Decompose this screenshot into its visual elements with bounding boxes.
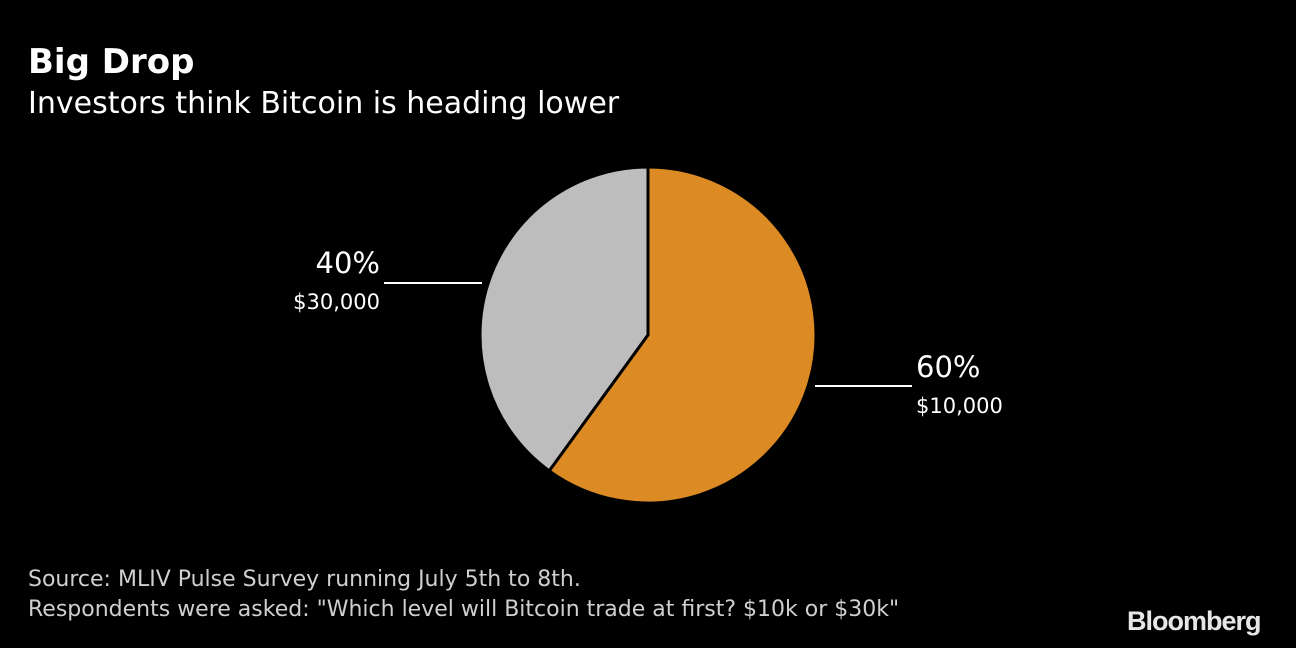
- bloomberg-logo: Bloomberg: [1127, 606, 1262, 636]
- chart-subtitle: Investors think Bitcoin is heading lower: [28, 86, 620, 121]
- slice-value-label-30000: 40%: [315, 246, 380, 280]
- slice-label-10000: $10,000: [916, 394, 1003, 418]
- pie-slice-30000: [478, 165, 650, 474]
- chart-title: Big Drop: [28, 42, 195, 82]
- pie-slice-10000: [547, 165, 818, 505]
- slice-label-30000: $30,000: [293, 290, 380, 314]
- slice-value-label-10000: 60%: [916, 350, 981, 384]
- survey-question-note: Respondents were asked: "Which level wil…: [28, 597, 900, 622]
- source-note: Source: MLIV Pulse Survey running July 5…: [28, 567, 581, 592]
